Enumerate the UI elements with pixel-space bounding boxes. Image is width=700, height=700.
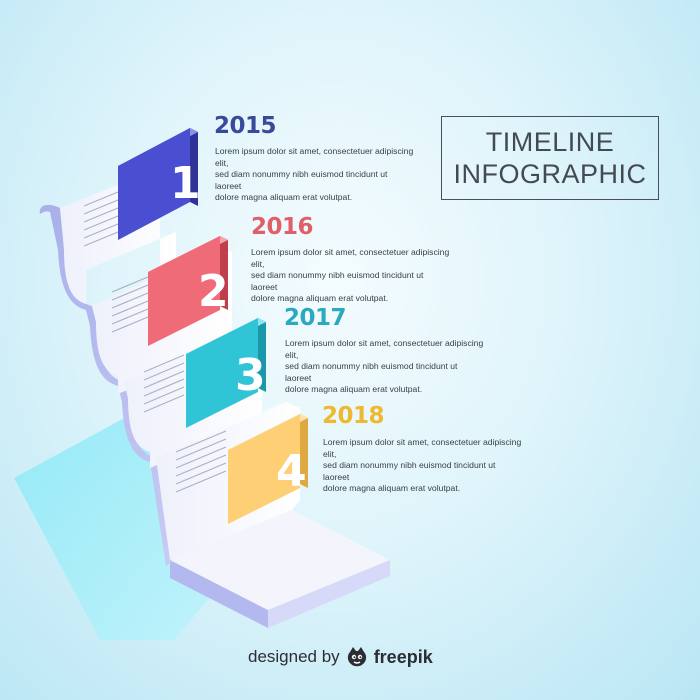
step-number: 4	[276, 446, 307, 497]
step-description-line: sed diam nonummy nibh euismod tincidunt …	[251, 270, 424, 292]
credit-prefix: designed by	[248, 647, 340, 666]
step-year-4: 2018	[322, 403, 385, 429]
step-description-line: sed diam nonummy nibh euismod tincidunt …	[285, 361, 458, 383]
credit-brand: freepik	[373, 646, 433, 667]
floor-shadow	[14, 416, 226, 640]
step-description-2: Lorem ipsum dolor sit amet, consectetuer…	[251, 247, 451, 305]
step-block-3: 3	[186, 318, 266, 428]
step-description-line: dolore magna aliquam erat volutpat.	[215, 192, 353, 202]
step-description-line: dolore magna aliquam erat volutpat.	[251, 293, 389, 303]
step-description-line: Lorem ipsum dolor sit amet, consectetuer…	[215, 146, 414, 168]
step-block-face	[118, 128, 190, 240]
step-number: 3	[235, 350, 266, 401]
step-block-1: 1	[118, 128, 201, 240]
sheet-text-lines	[83, 191, 227, 493]
step-description-line: Lorem ipsum dolor sit amet, consectetuer…	[251, 247, 450, 269]
step-description-line: Lorem ipsum dolor sit amet, consectetuer…	[323, 437, 522, 459]
step-block-2: 2	[148, 236, 229, 346]
base-slab-side	[170, 560, 268, 628]
step-block-face	[186, 318, 258, 428]
step-year-1: 2015	[214, 113, 277, 139]
base-slab-front	[268, 560, 390, 628]
step-number: 2	[198, 266, 229, 317]
step-year-3: 2017	[284, 305, 347, 331]
step-block-face	[148, 236, 220, 346]
step-description-4: Lorem ipsum dolor sit amet, consectetuer…	[323, 437, 523, 495]
step-description-line: sed diam nonummy nibh euismod tincidunt …	[323, 460, 496, 482]
title-box: TIMELINE INFOGRAPHIC	[441, 116, 659, 200]
paper-side-edge	[39, 204, 172, 566]
step-block-face	[228, 414, 300, 524]
step-year-2: 2016	[251, 214, 314, 240]
title-line-2: INFOGRAPHIC	[453, 159, 647, 189]
step-description-3: Lorem ipsum dolor sit amet, consectetuer…	[285, 338, 485, 396]
freepik-logo-icon	[347, 647, 366, 667]
step-description-line: dolore magna aliquam erat volutpat.	[285, 384, 423, 394]
step-description-line: Lorem ipsum dolor sit amet, consectetuer…	[285, 338, 484, 360]
title-line-1: TIMELINE	[485, 127, 615, 157]
step-description-line: sed diam nonummy nibh euismod tincidunt …	[215, 169, 388, 191]
step-number: 1	[170, 158, 201, 209]
credit: designed by freepik	[248, 646, 433, 668]
step-block-4: 4	[228, 414, 308, 524]
step-description-1: Lorem ipsum dolor sit amet, consectetuer…	[215, 146, 415, 204]
step-description-line: dolore magna aliquam erat volutpat.	[323, 483, 461, 493]
base-slab-top	[170, 510, 390, 610]
